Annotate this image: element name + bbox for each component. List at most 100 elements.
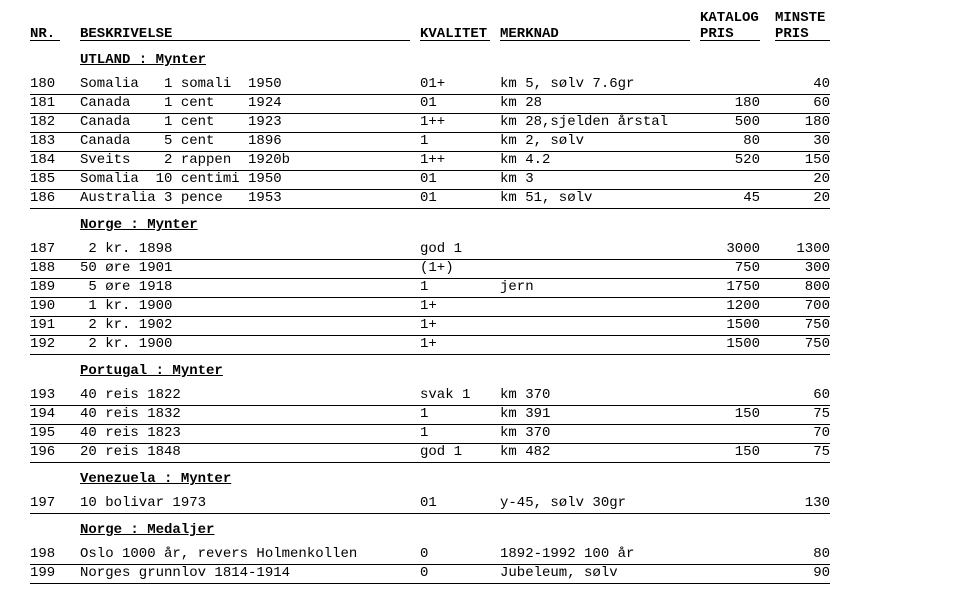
table-row: 189 5 øre 19181jern1750800: [30, 279, 830, 298]
table-row: 19540 reis 18231km 37070: [30, 425, 830, 444]
pris1-cell: 1750: [670, 279, 760, 295]
nr-cell: 182: [30, 114, 70, 130]
nr-cell: 190: [30, 298, 70, 314]
merk-cell: Jubeleum, sølv: [500, 565, 700, 581]
kval-cell: 1: [420, 406, 500, 422]
kval-cell: 1++: [420, 114, 500, 130]
table-row: 19440 reis 18321km 39115075: [30, 406, 830, 425]
section-title: Venezuela : Mynter: [80, 471, 231, 487]
desc-cell: Canada 1 cent 1924: [80, 95, 440, 111]
kval-cell: 0: [420, 546, 500, 562]
desc-cell: 40 reis 1832: [80, 406, 440, 422]
pris2-cell: 800: [770, 279, 830, 295]
kval-cell: 01: [420, 190, 500, 206]
pris2-cell: 20: [770, 190, 830, 206]
desc-cell: 40 reis 1823: [80, 425, 440, 441]
kval-cell: 01: [420, 495, 500, 511]
pris2-cell: 20: [770, 171, 830, 187]
pris2-cell: 1300: [770, 241, 830, 257]
pris2-cell: 75: [770, 406, 830, 422]
pris1-cell: 1500: [670, 317, 760, 333]
table-row: 181Canada 1 cent 192401km 2818060: [30, 95, 830, 114]
merk-cell: 1892-1992 100 år: [500, 546, 700, 562]
nr-cell: 191: [30, 317, 70, 333]
section-title: Norge : Medaljer: [80, 522, 214, 538]
kval-cell: god 1: [420, 444, 500, 460]
pris2-cell: 75: [770, 444, 830, 460]
nr-cell: 185: [30, 171, 70, 187]
kval-cell: 0: [420, 565, 500, 581]
merk-cell: km 370: [500, 425, 700, 441]
pris2-cell: 700: [770, 298, 830, 314]
pris1-cell: 150: [670, 406, 760, 422]
pris1-cell: 1200: [670, 298, 760, 314]
kval-cell: 1+: [420, 336, 500, 352]
desc-cell: 2 kr. 1898: [80, 241, 440, 257]
pris1-cell: 80: [670, 133, 760, 149]
table-row: 180Somalia 1 somali 195001+km 5, sølv 7.…: [30, 76, 830, 95]
desc-cell: 2 kr. 1900: [80, 336, 440, 352]
table-row: 19340 reis 1822svak 1km 37060: [30, 387, 830, 406]
nr-cell: 192: [30, 336, 70, 352]
nr-cell: 184: [30, 152, 70, 168]
table-row: 18850 øre 1901(1+)750300: [30, 260, 830, 279]
pris1-cell: 520: [670, 152, 760, 168]
table-row: 192 2 kr. 19001+1500750: [30, 336, 830, 355]
pris1-cell: 150: [670, 444, 760, 460]
table-row: 199 Norges grunnlov 1814-19140Jubeleum, s…: [30, 565, 830, 584]
underline: [30, 40, 60, 41]
nr-cell: 199: [30, 565, 70, 581]
desc-cell: Sveits 2 rappen 1920b: [80, 152, 440, 168]
nr-cell: 193: [30, 387, 70, 403]
pris1-cell: 750: [670, 260, 760, 276]
table-row: 186Australia 3 pence 195301km 51, sølv45…: [30, 190, 830, 209]
table-row: 183Canada 5 cent 18961km 2, sølv8030: [30, 133, 830, 152]
table-row: 190 1 kr. 19001+1200700: [30, 298, 830, 317]
pris1-cell: 500: [670, 114, 760, 130]
merk-cell: km 3: [500, 171, 700, 187]
kval-cell: 1++: [420, 152, 500, 168]
pris2-cell: 30: [770, 133, 830, 149]
pris2-cell: 150: [770, 152, 830, 168]
nr-cell: 180: [30, 76, 70, 92]
pris2-cell: 130: [770, 495, 830, 511]
pris2-cell: 70: [770, 425, 830, 441]
desc-cell: 5 øre 1918: [80, 279, 440, 295]
section-title: UTLAND : Mynter: [80, 52, 206, 68]
pris1-cell: 1500: [670, 336, 760, 352]
section-title: Portugal : Mynter: [80, 363, 223, 379]
underline: [775, 40, 830, 41]
desc-cell: Norges grunnlov 1814-1914: [80, 565, 440, 581]
nr-cell: 181: [30, 95, 70, 111]
pris1-cell: 180: [670, 95, 760, 111]
nr-cell: 198: [30, 546, 70, 562]
underline: [700, 40, 760, 41]
merk-cell: km 5, sølv 7.6gr: [500, 76, 700, 92]
kval-cell: god 1: [420, 241, 500, 257]
underline: [500, 40, 690, 41]
header-katalog: KATALOG: [700, 10, 759, 26]
desc-cell: Somalia 1 somali 1950: [80, 76, 440, 92]
section-title: Norge : Mynter: [80, 217, 198, 233]
kval-cell: (1+): [420, 260, 500, 276]
desc-cell: 1 kr. 1900: [80, 298, 440, 314]
desc-cell: 10 bolivar 1973: [80, 495, 440, 511]
desc-cell: Oslo 1000 år, revers Holmenkollen: [80, 546, 440, 562]
kval-cell: svak 1: [420, 387, 500, 403]
nr-cell: 194: [30, 406, 70, 422]
pris2-cell: 80: [770, 546, 830, 562]
table-row: 197 10 bolivar 197301y-45, sølv 30gr 130: [30, 495, 830, 514]
kval-cell: 1: [420, 279, 500, 295]
kval-cell: 1: [420, 133, 500, 149]
kval-cell: 1: [420, 425, 500, 441]
merk-cell: y-45, sølv 30gr: [500, 495, 700, 511]
underline: [420, 40, 490, 41]
table-row: 187 2 kr. 1898god 130001300: [30, 241, 830, 260]
table-row: 182Canada 1 cent 19231++km 28,sjelden år…: [30, 114, 830, 133]
kval-cell: 01: [420, 171, 500, 187]
table-row: 19620 reis 1848god 1km 48215075: [30, 444, 830, 463]
desc-cell: Australia 3 pence 1953: [80, 190, 440, 206]
pris2-cell: 180: [770, 114, 830, 130]
nr-cell: 189: [30, 279, 70, 295]
nr-cell: 197: [30, 495, 70, 511]
